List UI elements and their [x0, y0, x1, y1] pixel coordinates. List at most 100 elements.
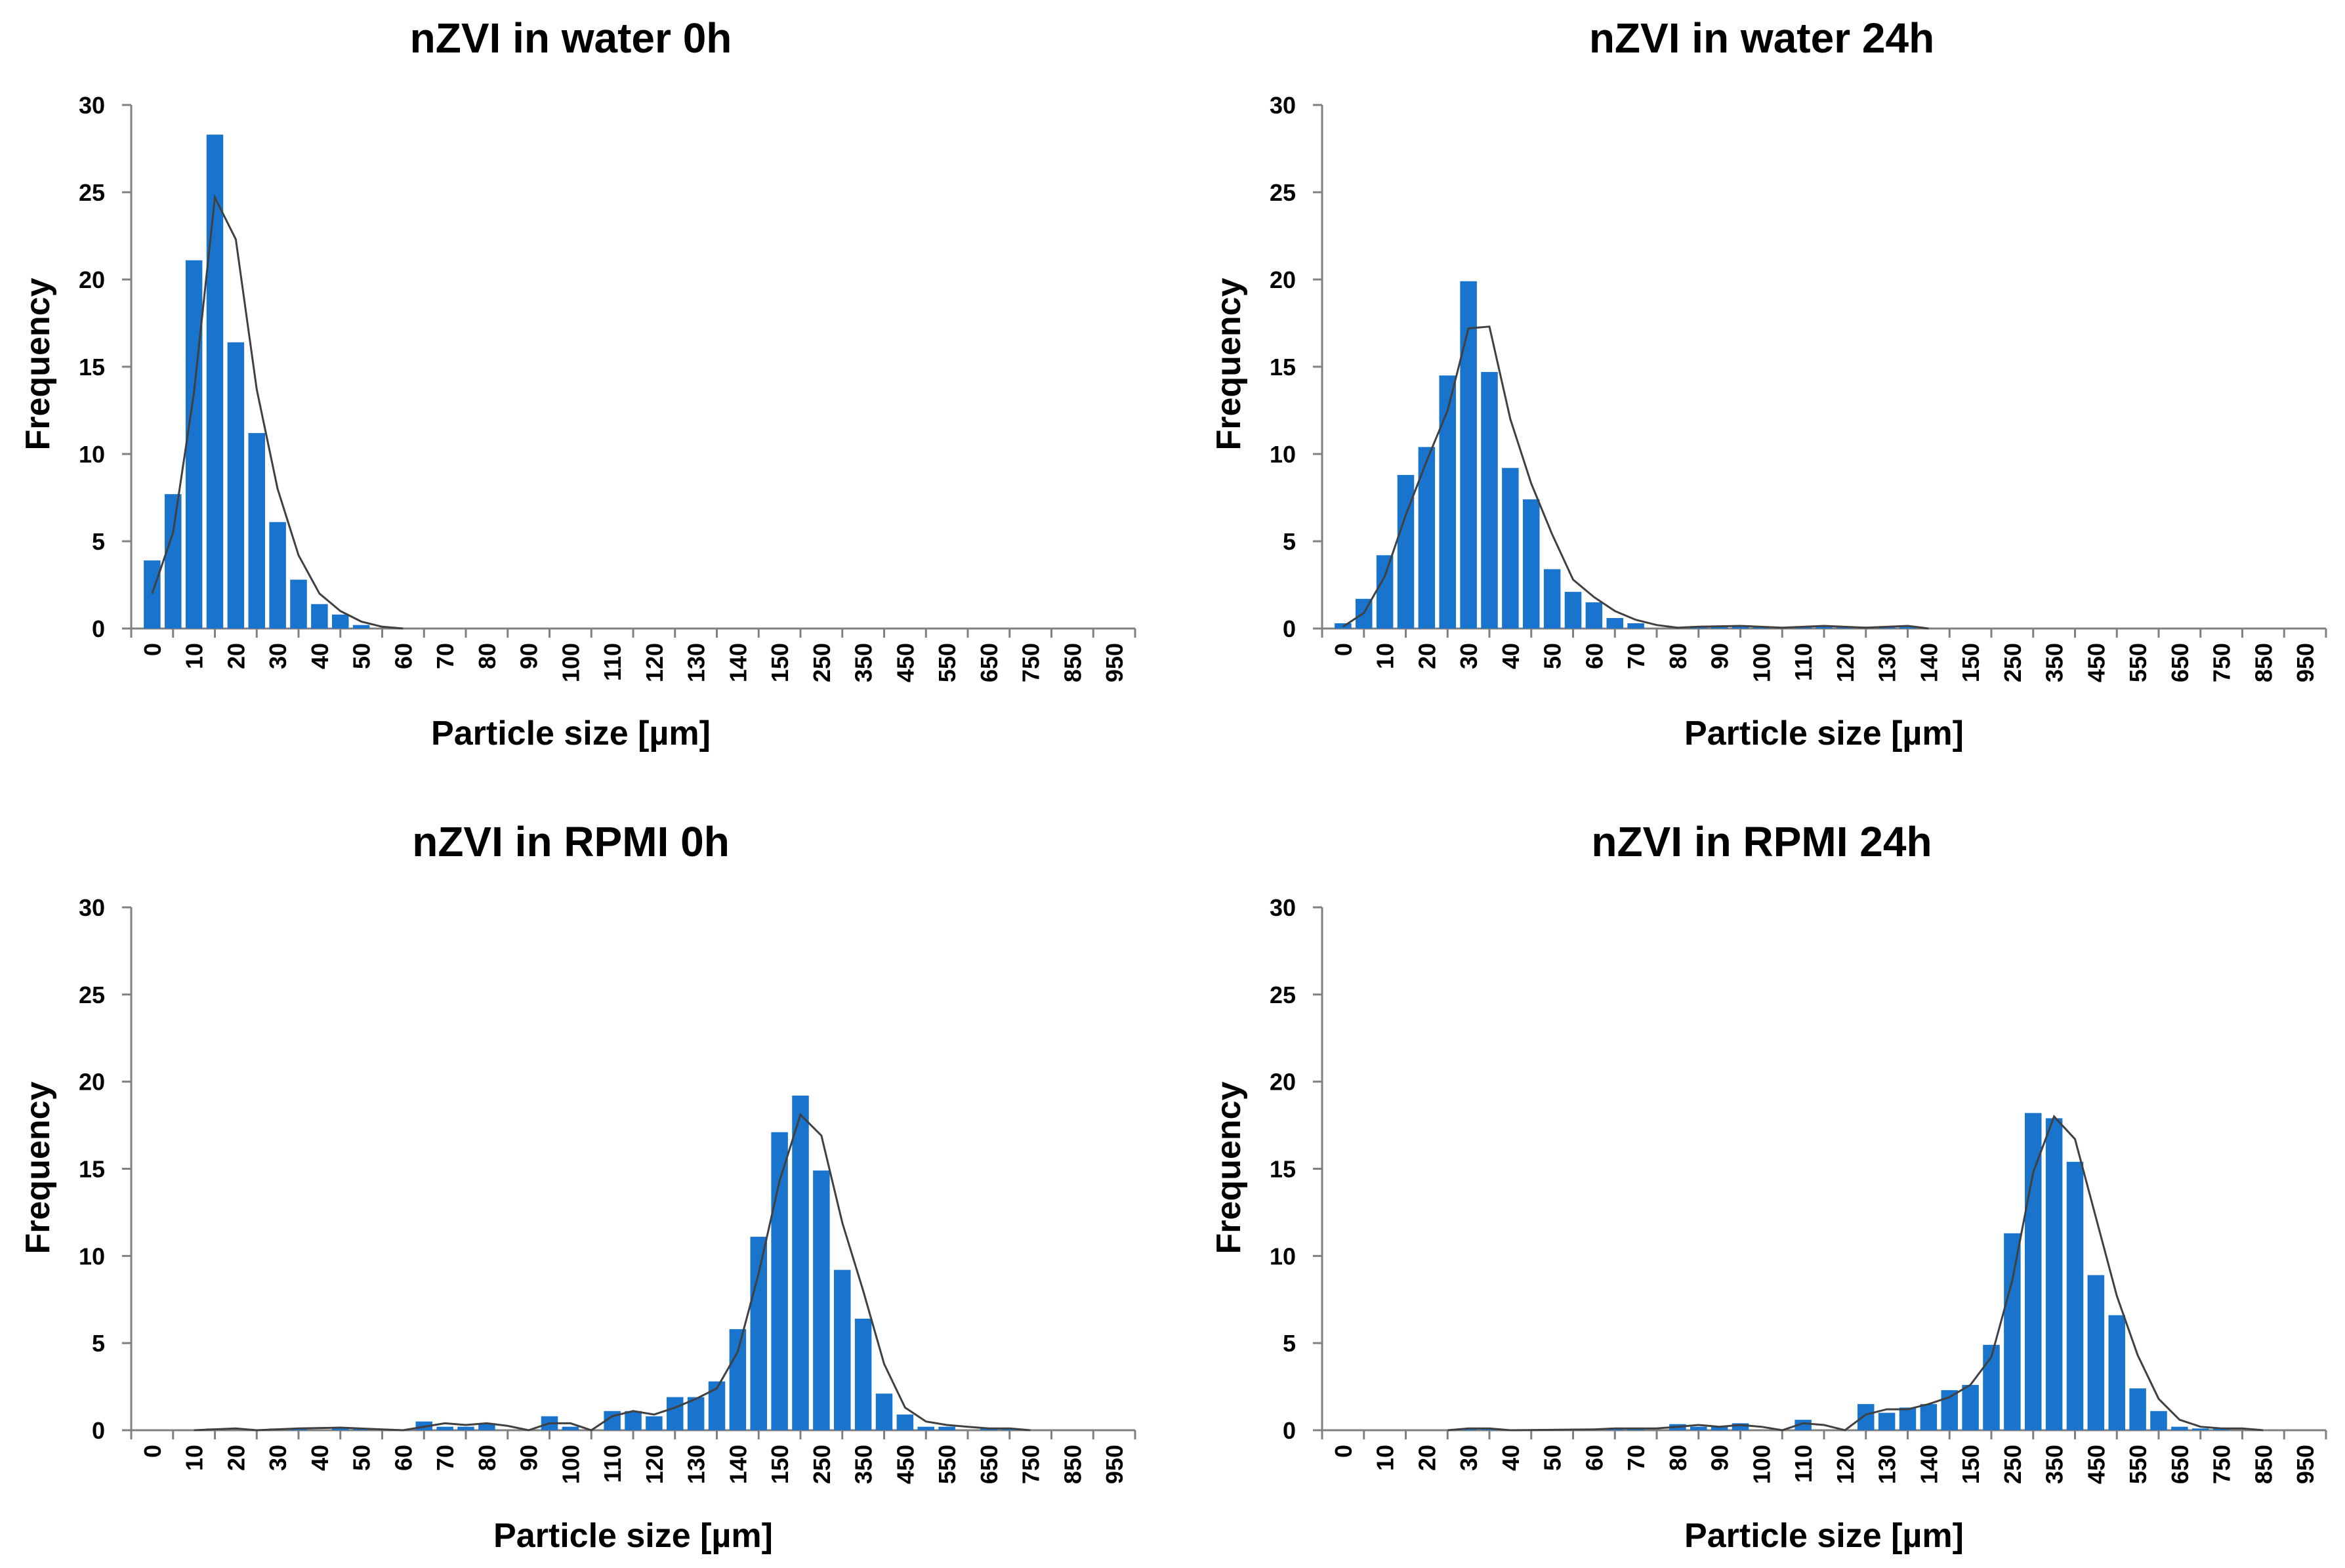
x-tick-label: 250	[808, 1445, 835, 1484]
x-tick-label: 130	[1874, 1445, 1901, 1484]
x-tick-label: 750	[1018, 643, 1045, 682]
histogram-bar	[352, 625, 370, 629]
histogram-bar	[2192, 1428, 2209, 1430]
x-tick-label: 350	[850, 1445, 877, 1484]
x-tick-label: 40	[306, 643, 333, 669]
histogram-bar	[1690, 1426, 1707, 1430]
chart-panel-rpmi-0h: nZVI in RPMI 0h Frequency Particle size …	[19, 818, 1136, 1555]
x-tick-label: 20	[1413, 1445, 1440, 1471]
x-tick-label: 120	[1832, 1445, 1859, 1484]
y-axis-label: Frequency	[19, 1081, 57, 1254]
x-tick-label: 100	[557, 1445, 584, 1484]
x-tick-label: 110	[1790, 1445, 1817, 1483]
histogram-bar	[2108, 1315, 2125, 1430]
x-tick-label: 20	[222, 1445, 249, 1471]
histogram-bar	[875, 1393, 893, 1430]
chart-panel-water-24h: nZVI in water 24h Frequency Particle siz…	[1210, 14, 2327, 753]
chart-panel-water-0h: nZVI in water 0h Frequency Particle size…	[19, 14, 1136, 753]
x-tick-label: 650	[2167, 643, 2193, 682]
histogram-bar	[750, 1237, 767, 1430]
x-tick-label: 750	[2209, 643, 2235, 682]
distribution-fit-line	[194, 1113, 1031, 1432]
x-tick-label: 20	[222, 643, 249, 669]
x-tick-label: 130	[683, 643, 710, 682]
y-tick-label: 15	[79, 354, 105, 381]
y-tick-label: 30	[1270, 894, 1296, 921]
histogram-bar	[1606, 618, 1623, 629]
histogram-bar	[1732, 1423, 1749, 1430]
histogram-bar	[938, 1426, 955, 1430]
histogram-bar	[2004, 1233, 2021, 1430]
histogram-bar	[729, 1329, 747, 1430]
histogram-bar	[269, 522, 286, 629]
y-tick-label: 25	[1270, 179, 1296, 206]
x-tick-label: 70	[432, 1445, 459, 1471]
y-axis-label: Frequency	[19, 278, 57, 450]
x-axis-label: Particle size [µm]	[493, 1517, 773, 1555]
x-tick-label: 60	[390, 643, 417, 669]
x-tick-label: 60	[390, 1445, 417, 1471]
x-tick-label: 350	[2041, 1445, 2068, 1484]
x-tick-label: 30	[1455, 1445, 1482, 1471]
chart-title: nZVI in RPMI 24h	[1591, 818, 1932, 865]
x-tick-label: 650	[976, 1445, 1003, 1484]
histogram-bar	[1564, 592, 1582, 629]
histogram-bar	[1795, 1420, 1812, 1430]
histogram-bar	[1627, 623, 1644, 629]
x-tick-label: 450	[892, 643, 919, 682]
histogram-bar	[792, 1095, 809, 1430]
histogram-bar	[1899, 626, 1917, 629]
y-tick-label: 25	[79, 179, 105, 206]
x-axis-label: Particle size [µm]	[1684, 714, 1964, 753]
x-tick-label: 250	[1999, 1445, 2026, 1484]
x-tick-label: 550	[934, 643, 961, 682]
x-axis-label: Particle size [µm]	[1684, 1517, 1964, 1555]
y-axis-label: Frequency	[1210, 1081, 1248, 1254]
x-tick-label: 70	[1623, 1445, 1650, 1471]
histogram-bar	[165, 494, 182, 629]
x-tick-label: 90	[516, 643, 543, 669]
histogram-bar	[1523, 499, 1540, 629]
x-tick-label: 350	[2041, 643, 2068, 682]
chart-title: nZVI in water 24h	[1589, 14, 1934, 62]
x-tick-label: 90	[1707, 643, 1733, 669]
histogram-bar	[1711, 1426, 1728, 1430]
histogram-bar	[1962, 1384, 1979, 1430]
x-tick-label: 550	[934, 1445, 961, 1484]
y-tick-label: 15	[1270, 1156, 1296, 1183]
histogram-bar	[625, 1411, 642, 1430]
x-tick-label: 150	[1957, 1445, 1984, 1484]
x-tick-label: 950	[1101, 643, 1128, 682]
x-tick-label: 30	[264, 1445, 291, 1471]
histogram-bar	[2171, 1426, 2188, 1430]
histogram-bar	[2025, 1113, 2042, 1430]
histogram-bar	[478, 1423, 495, 1430]
y-tick-label: 20	[79, 1069, 105, 1096]
histogram-bar	[185, 260, 203, 629]
histogram-bar	[2150, 1411, 2167, 1430]
x-tick-label: 80	[474, 643, 501, 669]
plot-area: 0 5 10 15 20 25 30 0 10 20 30 40 50 60 70 80 90 100 110 120…	[1270, 894, 2327, 1484]
x-tick-label: 450	[2083, 1445, 2109, 1484]
x-tick-label: 90	[1707, 1445, 1733, 1471]
histogram-bar	[1983, 1344, 2000, 1430]
histogram-bar	[1481, 371, 1498, 629]
histogram-bar	[457, 1426, 474, 1430]
distribution-fit-line	[151, 194, 404, 630]
x-tick-label: 60	[1581, 643, 1608, 669]
x-tick-label: 100	[1748, 1445, 1775, 1484]
x-tick-label: 120	[641, 643, 668, 682]
histogram-bar	[1439, 375, 1456, 629]
chart-panel-rpmi-24h: nZVI in RPMI 24h Frequency Particle size…	[1210, 818, 2327, 1555]
histogram-bar	[2129, 1388, 2146, 1430]
y-tick-label: 10	[1270, 1243, 1296, 1269]
histogram-bar	[1878, 1413, 1896, 1430]
histogram-bar	[687, 1397, 705, 1430]
histogram-bar	[1857, 1404, 1875, 1430]
y-tick-label: 10	[79, 1243, 105, 1269]
x-tick-label: 850	[2250, 643, 2277, 682]
y-tick-label: 0	[92, 1417, 105, 1444]
histogram-bar	[1732, 626, 1749, 629]
x-tick-label: 0	[139, 1445, 166, 1458]
